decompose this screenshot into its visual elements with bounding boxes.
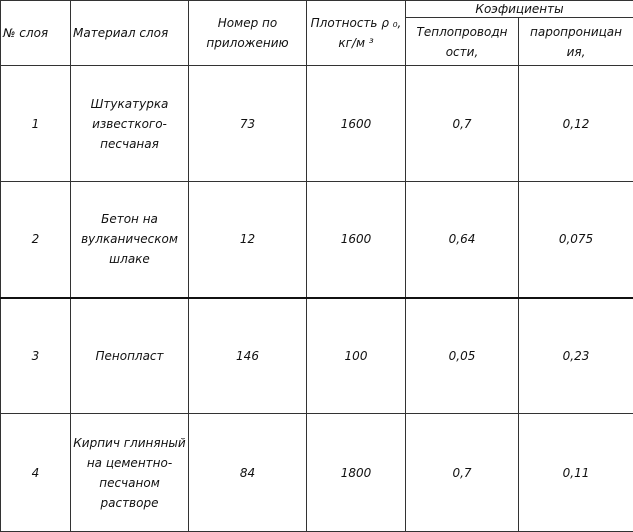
cell-layer-no: 4 (1, 414, 71, 532)
cell-density: 1600 (307, 182, 406, 298)
header-layer-no: № слоя (1, 1, 71, 66)
table-row: 1 Штукатурка известкого-песчаная 73 1600… (1, 66, 633, 182)
table-row: 2 Бетон на вулканическом шлаке 12 1600 0… (1, 182, 633, 298)
cell-vapor-permeability: 0,12 (519, 66, 633, 182)
table-row: 4 Кирпич глиняный на цементно-песчаном р… (1, 414, 633, 532)
header-appendix-no: Номер по приложению (189, 1, 307, 66)
header-vapor-permeability: паропроницан ия, (519, 18, 633, 66)
cell-material: Штукатурка известкого-песчаная (71, 66, 189, 182)
cell-density: 100 (307, 298, 406, 414)
cell-appendix-no: 146 (189, 298, 307, 414)
cell-density: 1600 (307, 66, 406, 182)
cell-thermal-conductivity: 0,05 (406, 298, 519, 414)
cell-thermal-conductivity: 0,7 (406, 66, 519, 182)
cell-material: Пенопласт (71, 298, 189, 414)
cell-layer-no: 1 (1, 66, 71, 182)
cell-material: Бетон на вулканическом шлаке (71, 182, 189, 298)
header-coefficients: Коэфициенты (406, 1, 633, 18)
cell-layer-no: 3 (1, 298, 71, 414)
table-header: № слоя Материал слоя Номер по приложению… (1, 1, 633, 66)
cell-appendix-no: 84 (189, 414, 307, 532)
table-row: 3 Пенопласт 146 100 0,05 0,23 (1, 298, 633, 414)
cell-vapor-permeability: 0,11 (519, 414, 633, 532)
cell-vapor-permeability: 0,075 (519, 182, 633, 298)
cell-layer-no: 2 (1, 182, 71, 298)
header-thermal-conductivity: Теплопроводн ости, (406, 18, 519, 66)
cell-vapor-permeability: 0,23 (519, 298, 633, 414)
cell-appendix-no: 12 (189, 182, 307, 298)
cell-thermal-conductivity: 0,7 (406, 414, 519, 532)
header-material: Материал слоя (71, 1, 189, 66)
cell-appendix-no: 73 (189, 66, 307, 182)
cell-density: 1800 (307, 414, 406, 532)
cell-thermal-conductivity: 0,64 (406, 182, 519, 298)
header-density: Плотность ρ ₀, кг/м ³ (307, 1, 406, 66)
cell-material: Кирпич глиняный на цементно-песчаном рас… (71, 414, 189, 532)
